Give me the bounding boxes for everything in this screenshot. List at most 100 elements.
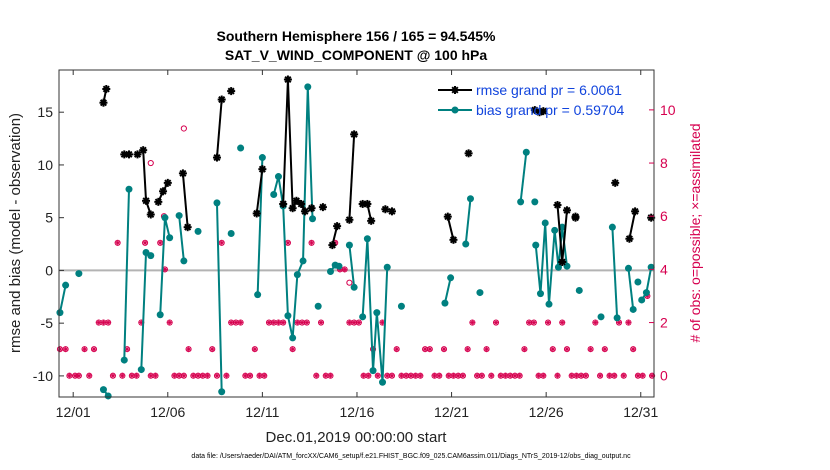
bias-marker <box>274 173 282 181</box>
bias-marker <box>293 271 301 279</box>
y-tick-label: -5 <box>41 315 54 331</box>
obs-assimilated-marker <box>516 372 523 379</box>
bias-marker <box>125 185 133 193</box>
bias-marker <box>517 198 525 206</box>
bias-marker <box>62 281 70 289</box>
rmse-marker <box>212 153 221 162</box>
bias-marker <box>254 291 262 299</box>
obs-assimilated-marker <box>464 346 471 352</box>
bias-marker <box>309 215 317 223</box>
obs-assimilated-marker <box>142 240 148 246</box>
obs-assimilated-marker <box>417 372 424 379</box>
obs-assimilated-marker <box>289 346 296 352</box>
y-tick-label: -10 <box>33 368 53 384</box>
obs-assimilated-marker <box>66 372 73 379</box>
y-tick-label: 5 <box>45 210 53 226</box>
rmse-marker <box>133 150 142 159</box>
obs-assimilated-marker <box>441 346 447 352</box>
obs-assimilated-marker <box>199 372 206 379</box>
bias-marker <box>304 83 312 91</box>
rmse-marker <box>631 207 640 216</box>
obs-assimilated-marker <box>531 319 537 326</box>
bias-line <box>348 244 356 288</box>
bias-marker <box>104 392 112 400</box>
obs-assimilated-marker <box>280 319 286 326</box>
bias-marker <box>156 311 164 319</box>
bias-marker <box>608 223 616 231</box>
obs-assimilated-marker <box>166 319 173 326</box>
bias-line <box>215 202 223 392</box>
rmse-marker <box>279 199 288 208</box>
obs-assimilated-marker <box>247 372 253 379</box>
obs-possible-marker <box>346 279 353 286</box>
obs-assimilated-marker <box>91 346 97 352</box>
bias-marker <box>447 274 455 282</box>
rmse-marker <box>258 165 267 174</box>
bias-marker <box>218 388 226 396</box>
obs-assimilated-marker <box>341 266 348 273</box>
obs-assimilated-marker <box>488 372 495 379</box>
bias-line <box>123 189 130 361</box>
bias-line <box>361 237 389 384</box>
bias-marker <box>551 226 559 234</box>
legend: rmse grand pr = 6.0061 bias grand pr = 0… <box>438 82 624 118</box>
bias-line <box>519 152 528 202</box>
obs-assimilated-marker <box>483 346 490 352</box>
legend-rmse-star <box>451 86 459 94</box>
rmse-marker <box>611 178 620 187</box>
bias-marker <box>258 154 266 162</box>
obs-assimilated-marker <box>606 372 613 379</box>
rmse-marker <box>217 95 226 104</box>
bias-marker <box>99 386 107 394</box>
x-tick-label: 12/21 <box>434 404 469 420</box>
obs-assimilated-marker <box>374 372 381 379</box>
footer-data-file: data file: /Users/raeder/DAI/ATM_forcXX/… <box>191 453 631 460</box>
obs-assimilated-marker <box>559 319 566 326</box>
obs-assimilated-marker <box>512 372 518 379</box>
bias-marker <box>194 227 202 235</box>
legend-bias-label: bias grand pr = 0.59704 <box>476 102 624 118</box>
bias-line <box>611 227 619 318</box>
rmse-marker <box>449 235 458 244</box>
obs-assimilated-marker <box>261 372 268 379</box>
x-tick-label: 12/16 <box>339 404 374 420</box>
rmse-marker <box>252 209 261 218</box>
rmse-marker <box>345 215 354 224</box>
obs-assimilated-marker <box>611 372 618 379</box>
obs-assimilated-marker <box>157 240 164 246</box>
obs-assimilated-marker <box>620 372 627 379</box>
obs-assimilated-marker <box>573 372 580 379</box>
rmse-marker <box>102 84 111 93</box>
bias-line <box>534 221 568 306</box>
bias-marker <box>638 296 646 304</box>
bias-marker <box>536 290 544 298</box>
bias-marker <box>270 190 278 198</box>
obs-assimilated-marker <box>379 319 386 326</box>
obs-assimilated-marker <box>412 372 419 379</box>
bias-marker <box>326 267 334 275</box>
obs-assimilated-marker <box>583 372 589 379</box>
chart-title: Southern Hemisphere 156 / 165 = 94.545% <box>217 28 497 44</box>
obs-assimilated-marker <box>365 372 372 379</box>
obs-assimilated-marker <box>105 319 111 326</box>
bias-marker <box>369 367 377 375</box>
rmse-marker <box>227 87 236 96</box>
bias-marker <box>137 366 145 374</box>
rmse-marker <box>125 150 133 159</box>
obs-assimilated-marker <box>445 372 452 379</box>
y-axis-label-right: # of obs: o=possible; ×=assimilated <box>687 123 703 342</box>
rmse-marker <box>387 207 396 216</box>
rmse-marker <box>530 106 539 115</box>
obs-assimilated-marker <box>403 372 409 379</box>
y-tick-label: 10 <box>37 157 53 173</box>
rmse-line <box>181 173 189 228</box>
bias-marker <box>575 286 583 294</box>
obs-assimilated-marker <box>209 346 216 352</box>
obs-assimilated-marker <box>493 319 499 326</box>
bias-marker <box>532 241 540 249</box>
bias-marker <box>175 212 183 220</box>
obs-assimilated-marker <box>81 346 88 352</box>
rmse-marker <box>283 75 292 84</box>
